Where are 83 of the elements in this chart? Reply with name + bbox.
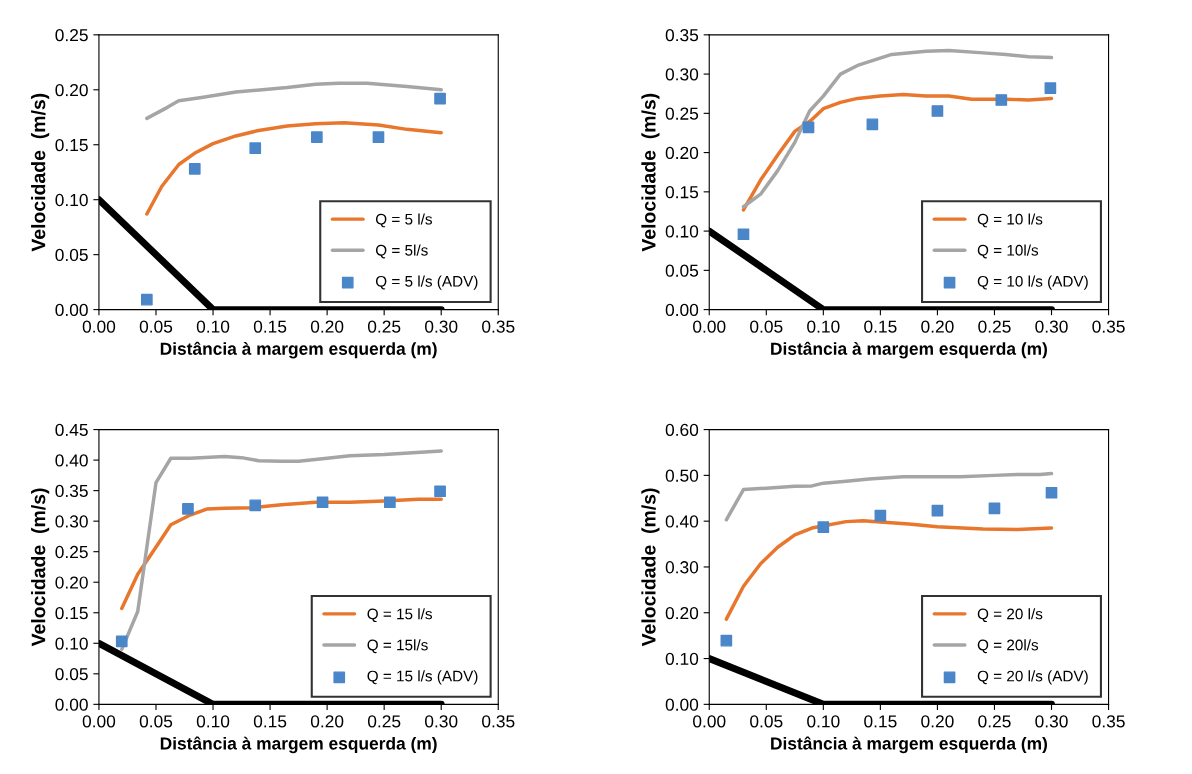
y-tick-label: 0.05 — [665, 264, 699, 277]
y-tick-label: 0.05 — [55, 248, 88, 262]
y-tick-label: 0.10 — [665, 652, 699, 666]
legend-label: Q = 5l/s — [375, 244, 428, 259]
y-tick-label: 0.15 — [665, 186, 699, 199]
y-tick-label: 0.35 — [665, 29, 699, 42]
x-tick-label: 0.05 — [139, 320, 173, 333]
x-tick-label: 0.25 — [367, 715, 401, 728]
x-tick-label: 0.25 — [367, 320, 401, 333]
x-axis-title: Distância à margem esquerda (m) — [160, 341, 437, 359]
y-tick-label: 0.45 — [55, 423, 88, 437]
legend-label: Q = 15 l/s — [367, 608, 433, 623]
x-tick-label: 0.00 — [82, 320, 116, 333]
x-tick-label: 0.10 — [807, 320, 840, 333]
y-tick-label: 0.20 — [665, 606, 699, 620]
x-axis-title: Distância à margem esquerda (m) — [771, 736, 1047, 754]
legend-label: Q = 10l/s — [977, 244, 1039, 259]
x-tick-label: 0.15 — [864, 320, 897, 333]
x-axis-title: Distância à margem esquerda (m) — [160, 736, 437, 754]
y-tick-label: 0.20 — [55, 83, 88, 97]
x-tick-label: 0.30 — [425, 715, 458, 728]
legend-label: Q = 5 l/s (ADV) — [375, 275, 478, 290]
y-tick-label: 0.25 — [55, 545, 88, 559]
legend-label: Q = 15 l/s (ADV) — [367, 670, 478, 685]
y-tick-label: 0.30 — [55, 515, 88, 528]
x-tick-label: 0.05 — [750, 715, 783, 728]
x-tick-label: 0.35 — [1092, 320, 1125, 333]
y-tick-label: 0.60 — [665, 423, 699, 437]
x-tick-label: 0.30 — [1035, 320, 1068, 333]
legend-label: Q = 10 l/s (ADV) — [977, 275, 1088, 290]
y-tick-label: 0.35 — [55, 484, 88, 498]
x-tick-label: 0.00 — [693, 320, 726, 333]
x-tick-label: 0.25 — [978, 320, 1011, 333]
x-tick-label: 0.05 — [750, 320, 783, 333]
x-tick-label: 0.15 — [253, 715, 287, 728]
y-tick-label: 0.15 — [55, 138, 88, 152]
y-tick-label: 0.00 — [665, 303, 699, 317]
y-axis-title: Velocidade (m/s) — [641, 488, 660, 647]
x-axis-title: Distância à margem esquerda (m) — [771, 341, 1047, 359]
legend-label: Q = 5 l/s — [375, 213, 433, 228]
y-tick-label: 0.00 — [665, 698, 699, 711]
x-tick-label: 0.10 — [196, 320, 230, 333]
x-tick-label: 0.30 — [1035, 715, 1068, 728]
y-tick-label: 0.05 — [55, 667, 88, 681]
x-tick-label: 0.25 — [978, 715, 1011, 728]
y-tick-label: 0.10 — [55, 637, 88, 650]
y-tick-label: 0.50 — [665, 469, 699, 482]
y-tick-label: 0.40 — [665, 515, 699, 528]
y-axis-title: Velocidade (m/s) — [31, 93, 50, 252]
x-tick-label: 0.00 — [82, 715, 116, 728]
y-tick-label: 0.20 — [55, 576, 88, 589]
y-tick-label: 0.30 — [665, 561, 699, 574]
y-tick-label: 0.00 — [55, 303, 88, 317]
y-tick-label: 0.10 — [665, 225, 699, 238]
x-tick-label: 0.00 — [693, 715, 726, 728]
x-tick-label: 0.10 — [196, 715, 230, 728]
x-tick-label: 0.20 — [310, 715, 344, 728]
x-tick-label: 0.35 — [1092, 715, 1125, 728]
x-tick-label: 0.35 — [482, 715, 515, 728]
y-tick-label: 0.25 — [55, 29, 88, 42]
y-tick-label: 0.10 — [55, 193, 88, 207]
y-tick-label: 0.15 — [55, 606, 88, 620]
x-tick-label: 0.05 — [139, 715, 173, 728]
legend-label: Q = 10 l/s — [977, 213, 1043, 228]
legend-label: Q = 20 l/s (ADV) — [977, 670, 1088, 685]
x-tick-label: 0.10 — [807, 715, 840, 728]
legend-label: Q = 20l/s — [977, 639, 1039, 654]
y-tick-label: 0.30 — [665, 68, 699, 81]
y-tick-label: 0.40 — [55, 454, 88, 467]
x-tick-label: 0.15 — [864, 715, 897, 728]
x-tick-label: 0.30 — [425, 320, 458, 333]
x-tick-label: 0.15 — [253, 320, 287, 333]
x-tick-label: 0.20 — [921, 320, 954, 333]
y-tick-label: 0.25 — [665, 107, 699, 120]
legend-label: Q = 20 l/s — [977, 608, 1043, 623]
x-tick-label: 0.20 — [310, 320, 344, 333]
x-tick-label: 0.35 — [482, 320, 515, 333]
y-axis-title: Velocidade (m/s) — [641, 93, 660, 252]
x-tick-label: 0.20 — [921, 715, 954, 728]
legend-label: Q = 15l/s — [367, 639, 428, 654]
y-tick-label: 0.20 — [665, 146, 699, 160]
y-tick-label: 0.00 — [55, 698, 88, 711]
y-axis-title: Velocidade (m/s) — [31, 488, 50, 647]
